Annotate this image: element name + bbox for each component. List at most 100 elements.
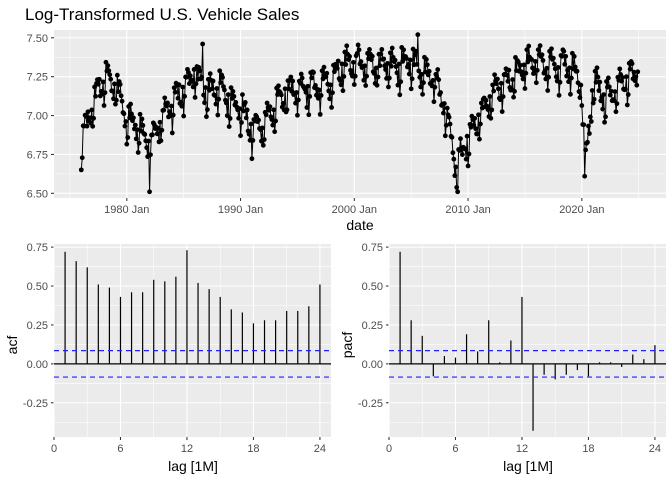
ts-data-point — [523, 70, 529, 76]
ts-data-point — [389, 45, 395, 51]
ts-data-point — [230, 89, 236, 94]
ts-data-point — [259, 125, 265, 131]
ts-data-point — [441, 110, 446, 116]
ts-data-point — [430, 78, 436, 83]
ts-data-point — [563, 53, 569, 59]
ts-data-point — [204, 114, 209, 120]
ts-data-point — [510, 77, 516, 82]
ts-data-point — [517, 62, 523, 68]
ts-data-point — [201, 92, 206, 98]
ts-data-point — [304, 105, 310, 110]
ts-data-point — [446, 114, 452, 120]
ts-data-point — [489, 107, 495, 113]
ts-data-point — [568, 75, 574, 81]
pacf-y-tick-label: 0.75 — [362, 242, 383, 254]
ts-data-point — [496, 86, 501, 92]
acf-y-tick-label: 0.25 — [27, 320, 48, 332]
pacf-x-axis-title: lag [1M] — [503, 458, 553, 474]
ts-data-point — [589, 88, 595, 93]
ts-data-point — [168, 103, 174, 109]
ts-data-point — [624, 102, 630, 108]
ts-data-point — [450, 150, 456, 156]
ts-data-point — [84, 123, 90, 129]
ts-data-point — [431, 99, 437, 105]
ts-data-point — [416, 68, 422, 74]
ts-data-point — [617, 66, 623, 72]
ts-data-point — [556, 92, 562, 98]
ts-data-point — [532, 58, 538, 64]
ts-data-point — [176, 82, 182, 88]
ts-data-point — [159, 127, 165, 133]
ts-data-point — [463, 156, 469, 162]
ts-y-tick-label: 6.75 — [27, 149, 48, 161]
ts-data-point — [223, 100, 229, 106]
ts-data-point — [594, 65, 600, 71]
ts-data-point — [623, 86, 628, 92]
ts-data-point — [106, 68, 112, 74]
ts-data-point — [435, 67, 441, 72]
ts-data-point — [134, 127, 140, 133]
ts-data-point — [276, 83, 281, 89]
ts-data-point — [135, 150, 141, 155]
ts-data-point — [350, 59, 356, 65]
ts-data-point — [330, 90, 335, 96]
ts-data-point — [625, 92, 631, 97]
ts-data-point — [337, 78, 343, 83]
ts-data-point — [261, 137, 267, 142]
ts-data-point — [227, 116, 233, 121]
ts-data-point — [167, 109, 172, 114]
ts-y-tick-label: 7.25 — [27, 72, 48, 84]
ts-y-tick-label: 7.00 — [27, 111, 48, 123]
ts-data-point — [574, 68, 580, 74]
ts-data-point — [142, 132, 148, 137]
ts-data-point — [371, 71, 377, 76]
ts-data-point — [582, 173, 588, 179]
ts-data-point — [414, 61, 420, 67]
ts-data-point — [418, 84, 424, 90]
ts-data-point — [373, 65, 379, 71]
ts-data-point — [144, 145, 150, 151]
pacf-x-tick-label: 18 — [582, 443, 594, 455]
ts-data-point — [165, 100, 170, 106]
ts-data-point — [557, 79, 563, 85]
ts-data-point — [438, 90, 443, 95]
ts-data-point — [632, 78, 638, 84]
ts-data-point — [298, 71, 304, 77]
ts-data-point — [612, 89, 618, 95]
ts-data-point — [587, 131, 592, 136]
ts-data-point — [124, 141, 130, 147]
ts-data-point — [369, 53, 375, 59]
ts-data-point — [361, 77, 367, 83]
pacf-panel: -0.25 0.00 0.25 0.50 0.75 0 6 12 18 24 — [358, 242, 666, 455]
pacf-y-tick-label: 0.50 — [362, 281, 383, 293]
ts-data-point — [270, 122, 276, 128]
ts-data-point — [217, 68, 223, 74]
acf-y-tick-label: 0.50 — [27, 281, 48, 293]
ts-data-point — [263, 112, 269, 118]
ts-data-point — [161, 107, 167, 113]
ts-data-point — [91, 115, 97, 121]
ts-data-point — [192, 95, 198, 100]
ts-data-point — [521, 62, 527, 68]
ts-data-point — [587, 114, 593, 120]
ts-data-point — [329, 105, 334, 110]
ts-data-point — [284, 107, 290, 113]
ts-data-point — [579, 103, 585, 108]
ts-data-point — [150, 132, 155, 138]
ts-data-point — [395, 82, 401, 88]
ts-data-point — [225, 92, 231, 98]
ts-data-point — [571, 53, 577, 59]
ts-data-point — [317, 111, 323, 117]
ts-data-point — [215, 112, 221, 118]
ts-data-point — [614, 101, 620, 107]
chart-title: Log-Transformed U.S. Vehicle Sales — [25, 5, 299, 24]
ts-data-point — [169, 130, 175, 136]
ts-data-point — [264, 100, 270, 106]
ts-data-point — [408, 86, 414, 92]
ts-data-point — [526, 43, 532, 49]
ts-data-point — [476, 112, 481, 118]
ts-data-point — [566, 79, 571, 85]
ts-data-point — [545, 88, 551, 93]
ts-data-point — [555, 65, 561, 70]
